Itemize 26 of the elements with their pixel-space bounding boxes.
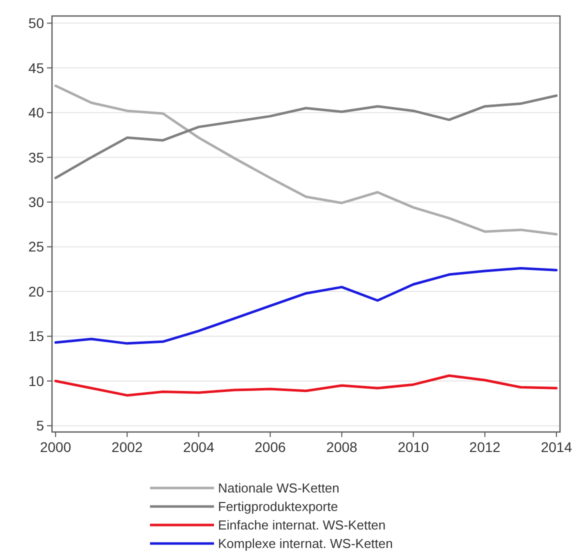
legend-label: Fertigproduktexporte <box>218 499 338 514</box>
x-tick-label: 2004 <box>183 439 214 455</box>
y-tick-label: 20 <box>28 283 44 300</box>
legend-label: Einfache internat. WS-Ketten <box>218 518 386 533</box>
y-tick-label: 40 <box>28 104 44 121</box>
x-tick-label: 2012 <box>469 439 501 455</box>
x-tick-label: 2000 <box>40 439 72 455</box>
x-tick-label: 2008 <box>326 439 358 455</box>
legend-label: Komplexe internat. WS-Ketten <box>218 536 393 552</box>
y-tick-label: 35 <box>28 149 44 166</box>
line-series <box>54 267 558 345</box>
line-series <box>54 374 558 397</box>
x-tick-label: 2010 <box>398 439 430 455</box>
y-tick-label: 30 <box>28 194 44 210</box>
y-tick-label: 5 <box>36 418 44 434</box>
line-series <box>54 84 558 236</box>
y-tick-label: 50 <box>28 15 44 32</box>
y-tick-label: 25 <box>28 238 44 255</box>
y-tick-label: 15 <box>28 328 44 344</box>
legend-label: Nationale WS-Ketten <box>218 480 340 496</box>
y-tick-label: 45 <box>28 60 44 76</box>
x-tick-label: 2014 <box>540 439 572 455</box>
x-tick-label: 2006 <box>254 439 286 455</box>
y-tick-label: 10 <box>28 372 44 389</box>
x-tick-label: 2002 <box>112 439 143 455</box>
line-series <box>54 94 558 180</box>
